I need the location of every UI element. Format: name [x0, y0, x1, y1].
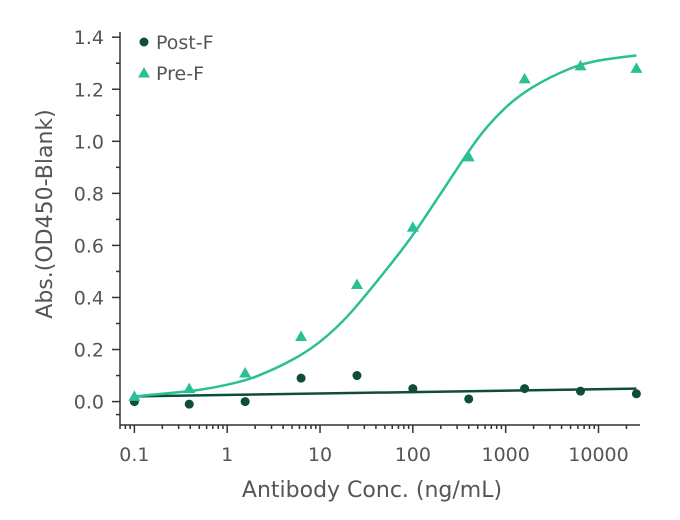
- y-tick-label: 1.4: [74, 27, 104, 49]
- data-point-post-f: [464, 394, 474, 404]
- y-axis-label: Abs.(OD450-Blank): [33, 109, 58, 318]
- axes: 0.0 0.2 0.4 0.6 0.8 1.0 1.2 1.4 0.1 1 10 100 1000 100…: [74, 27, 640, 466]
- x-tick-label: 1000: [481, 444, 529, 466]
- data-point-pre-f: [183, 382, 196, 394]
- y-tick-label: 0.8: [74, 183, 104, 205]
- y-tick-label: 0.0: [74, 392, 104, 414]
- data-point-pre-f: [295, 330, 308, 342]
- y-tick-label: 0.6: [74, 235, 104, 257]
- data-point-pre-f: [128, 390, 141, 401]
- legend-marker-pre-f: [138, 67, 150, 78]
- y-tick-label: 0.4: [74, 287, 104, 309]
- data-point-pre-f: [350, 278, 363, 289]
- x-tick-label: 100: [395, 444, 431, 466]
- legend-label-pre-f: Pre-F: [156, 63, 204, 85]
- x-tick-label: 10000: [568, 444, 628, 466]
- y-tick-label: 1.0: [74, 131, 104, 153]
- x-tick-label: 1: [221, 444, 233, 466]
- data-point-post-f: [352, 371, 362, 381]
- legend-label-post-f: Post-F: [156, 32, 214, 54]
- fit-curve-pre-f: [134, 54, 637, 398]
- data-point-pre-f: [239, 366, 252, 378]
- data-point-post-f: [576, 386, 586, 396]
- data-point-pre-f: [462, 150, 475, 162]
- y-tick-label: 0.2: [74, 340, 104, 362]
- data-point-post-f: [408, 384, 418, 394]
- data-point-post-f: [240, 397, 250, 407]
- fit-curve-post-f: [134, 387, 637, 398]
- legend-marker-post-f: [139, 37, 149, 47]
- data-point-pre-f: [574, 59, 587, 71]
- x-tick-label: 0.1: [119, 444, 149, 466]
- data-point-post-f: [520, 384, 530, 394]
- data-point-post-f: [184, 399, 194, 409]
- data-point-pre-f: [630, 62, 643, 73]
- data-points: [128, 59, 643, 409]
- y-tick-label: 1.2: [74, 79, 104, 101]
- x-tick-label: 10: [308, 444, 332, 466]
- data-point-post-f: [631, 389, 641, 399]
- data-point-post-f: [296, 373, 306, 383]
- data-point-pre-f: [518, 72, 531, 84]
- data-point-pre-f: [406, 221, 419, 232]
- fit-curves: [134, 54, 637, 398]
- x-axis-label: Antibody Conc. (ng/mL): [242, 478, 502, 503]
- legend: Post-F Pre-F: [138, 32, 214, 85]
